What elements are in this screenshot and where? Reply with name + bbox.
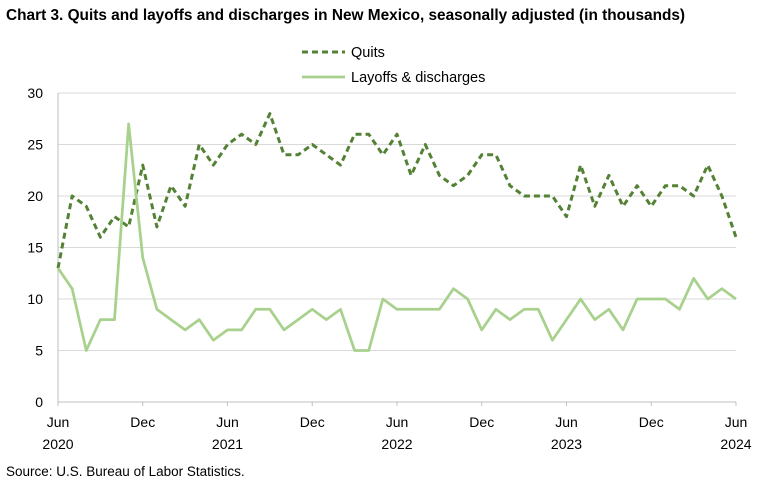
- y-tick-label: 5: [35, 343, 43, 359]
- y-tick-label: 20: [27, 188, 43, 204]
- x-tick-label-year: 2024: [720, 436, 751, 452]
- x-tick-label-year: 2020: [42, 436, 73, 452]
- y-tick-label: 15: [27, 240, 43, 256]
- axes: 0 5 10 15 20 25 30 Jun 2020 Dec Jun 2021 Dec Jun 2022 D…: [27, 85, 751, 452]
- legend: Quits Layoffs & discharges: [302, 45, 485, 86]
- gridlines: [58, 92, 736, 351]
- x-tick-label-year: 2023: [551, 436, 582, 452]
- chart-title: Chart 3. Quits and layoffs and discharge…: [6, 7, 686, 24]
- y-tick-label: 30: [27, 85, 43, 101]
- y-tick-label: 0: [35, 394, 43, 410]
- x-tick-label-month: Dec: [300, 414, 325, 430]
- x-tick-label-month: Dec: [469, 414, 494, 430]
- quits-legend-label: Quits: [351, 45, 385, 61]
- data-series: [56, 112, 738, 352]
- x-tick-label-month: Jun: [47, 414, 70, 430]
- x-tick-label-month: Dec: [639, 414, 664, 430]
- layoffs-discharges-legend-label: Layoffs & discharges: [351, 70, 485, 86]
- y-tick-label: 25: [27, 137, 43, 153]
- x-tick-label-month: Jun: [555, 414, 578, 430]
- x-tick-label-month: Jun: [216, 414, 239, 430]
- source-note: Source: U.S. Bureau of Labor Statistics.: [6, 464, 245, 479]
- quits-series-line: [56, 112, 738, 269]
- x-tick-label-year: 2022: [381, 436, 412, 452]
- x-tick-label-month: Jun: [725, 414, 748, 430]
- y-tick-label: 10: [27, 291, 43, 307]
- x-tick-label-month: Dec: [130, 414, 155, 430]
- x-tick-label-month: Jun: [386, 414, 409, 430]
- layoffs-discharges-series-line: [56, 122, 737, 352]
- x-tick-label-year: 2021: [212, 436, 243, 452]
